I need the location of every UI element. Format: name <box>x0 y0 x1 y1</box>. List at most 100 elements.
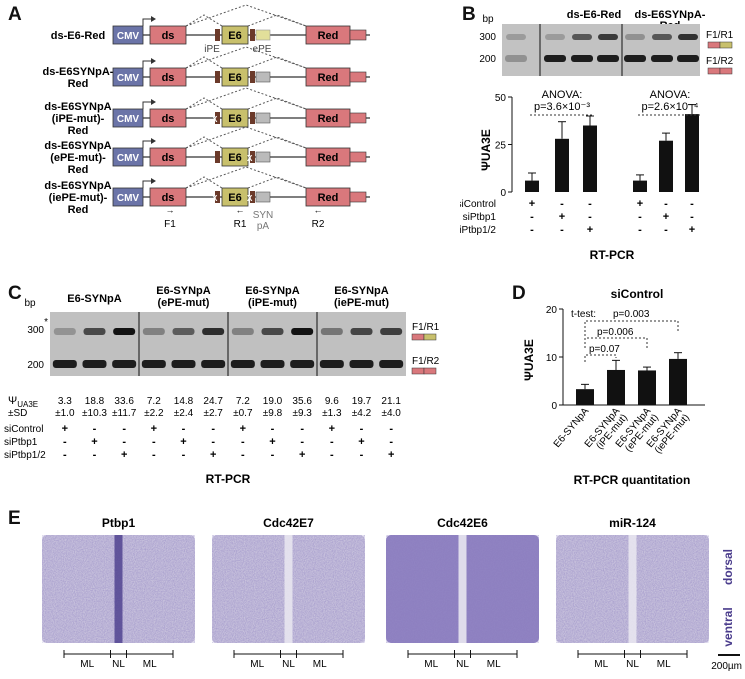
gel-band-upper <box>598 34 618 40</box>
gel-band-lower <box>349 360 374 368</box>
anova-label: ANOVA: <box>650 89 691 101</box>
gel-band-upper <box>652 34 672 40</box>
region-label: ML <box>80 659 94 670</box>
ipe-mut-x: X <box>212 115 218 124</box>
gel-band-upper <box>202 328 225 335</box>
ipe-element <box>215 151 220 163</box>
cmv-label: CMV <box>117 31 140 42</box>
region-label: ML <box>657 659 671 670</box>
treatment-sign: + <box>121 449 127 461</box>
treatment-sign: - <box>271 449 275 461</box>
e6-label: E6 <box>228 113 241 125</box>
gel-band-lower <box>230 360 255 368</box>
sd-value: ±4.0 <box>381 408 401 419</box>
treatment-sign: - <box>638 224 642 236</box>
epe-element <box>250 151 255 163</box>
ipe-element <box>215 29 220 41</box>
anova-label: ANOVA: <box>542 89 583 101</box>
band-diagram-red <box>423 367 437 375</box>
gel-band-lower <box>201 360 226 368</box>
construct-name: ds-E6-Red <box>51 30 105 42</box>
panel-e-figure: Ptbp1 ML NL ML Cdc42E7 ML NL ML Cdc42E6 ML NL ML miR… <box>42 516 742 672</box>
gel-title: ds-E6-Red <box>567 9 621 21</box>
treatment-sign: + <box>62 423 68 435</box>
treatment-label: siControl <box>4 424 43 435</box>
treatment-sign: + <box>180 436 186 448</box>
sig-bracket <box>584 320 679 340</box>
panel-c-letter: C <box>8 283 22 304</box>
e6-exon <box>221 187 249 207</box>
ds-exon <box>149 108 187 128</box>
dorsal-label: dorsal <box>721 549 735 585</box>
treatment-label: siPtbp1 <box>4 437 38 448</box>
epe-mut-x: X <box>247 154 253 163</box>
sd-value: ±4.2 <box>352 408 372 419</box>
sd-value: ±2.2 <box>144 408 164 419</box>
psi-label: ΨUA3E <box>8 395 38 409</box>
treatment-sign: + <box>91 436 97 448</box>
treatment-label: siPtbp1/2 <box>4 450 46 461</box>
treatment-sign: - <box>588 198 592 210</box>
sd-value: ±11.7 <box>112 408 137 419</box>
gel-band-upper <box>572 34 592 40</box>
splice-line <box>185 136 223 149</box>
p-value: p=0.07 <box>589 344 620 355</box>
tissue-title: Ptbp1 <box>102 516 136 530</box>
promoter-arrowhead <box>151 16 156 22</box>
gel-band-upper <box>380 328 403 335</box>
splice-line <box>247 136 307 149</box>
epe-mut-x: X <box>247 194 253 203</box>
band-diagram-ds <box>411 333 425 341</box>
construct-name: ds-E6SYNpA (iePE-mut)-Red <box>44 180 111 216</box>
gel-band-upper <box>291 328 314 335</box>
ds-label: ds <box>162 152 175 164</box>
pa-label: pA <box>257 221 270 232</box>
ds-label: ds <box>162 30 175 42</box>
band-label: F1/R1 <box>706 30 734 41</box>
tissue-midline <box>284 535 293 643</box>
epe-element <box>250 112 255 124</box>
skip-line <box>185 87 307 110</box>
treatment-sign: - <box>63 436 67 448</box>
region-label: ML <box>487 659 501 670</box>
treatment-sign: - <box>560 198 564 210</box>
cmv-label: CMV <box>117 193 140 204</box>
y-tick-label: 0 <box>551 401 557 412</box>
ds-exon <box>149 187 187 207</box>
primer-arrow: ← <box>314 205 323 215</box>
band-diagram-red <box>719 67 733 75</box>
treatment-sign: - <box>152 449 156 461</box>
gel-band-upper <box>53 328 76 335</box>
bar <box>669 358 687 405</box>
e6-tail-box <box>255 29 271 41</box>
treatment-sign: - <box>530 211 534 223</box>
bp-label: bp <box>24 298 36 309</box>
promoter-arrowhead <box>151 99 156 105</box>
chart-title: siControl <box>611 287 664 301</box>
ipe-element <box>215 71 220 83</box>
region-label: ML <box>250 659 264 670</box>
promoter-arrow <box>142 18 153 26</box>
region-label: NL <box>112 659 125 670</box>
psi-value: 24.7 <box>203 396 223 407</box>
y-tick-label: 50 <box>495 93 507 104</box>
sd-value: ±2.7 <box>203 408 223 419</box>
gel-band-lower <box>677 55 699 62</box>
splice-line <box>185 56 223 69</box>
synpa-box <box>255 112 271 124</box>
splice-line <box>185 176 223 189</box>
panel-b-letter: B <box>462 4 476 25</box>
bar <box>633 180 647 192</box>
gel-band-lower <box>260 360 285 368</box>
region-label: NL <box>456 659 469 670</box>
treatment-sign: - <box>389 436 393 448</box>
treatment-sign: + <box>329 423 335 435</box>
treatment-sign: - <box>588 211 592 223</box>
treatment-sign: - <box>241 436 245 448</box>
e6-exon <box>221 108 249 128</box>
y-tick-label: 10 <box>546 353 558 364</box>
red-tail <box>349 191 367 203</box>
gel-band-upper <box>261 328 284 335</box>
tissue-title: Cdc42E7 <box>263 516 314 530</box>
gel-band-lower <box>112 360 137 368</box>
